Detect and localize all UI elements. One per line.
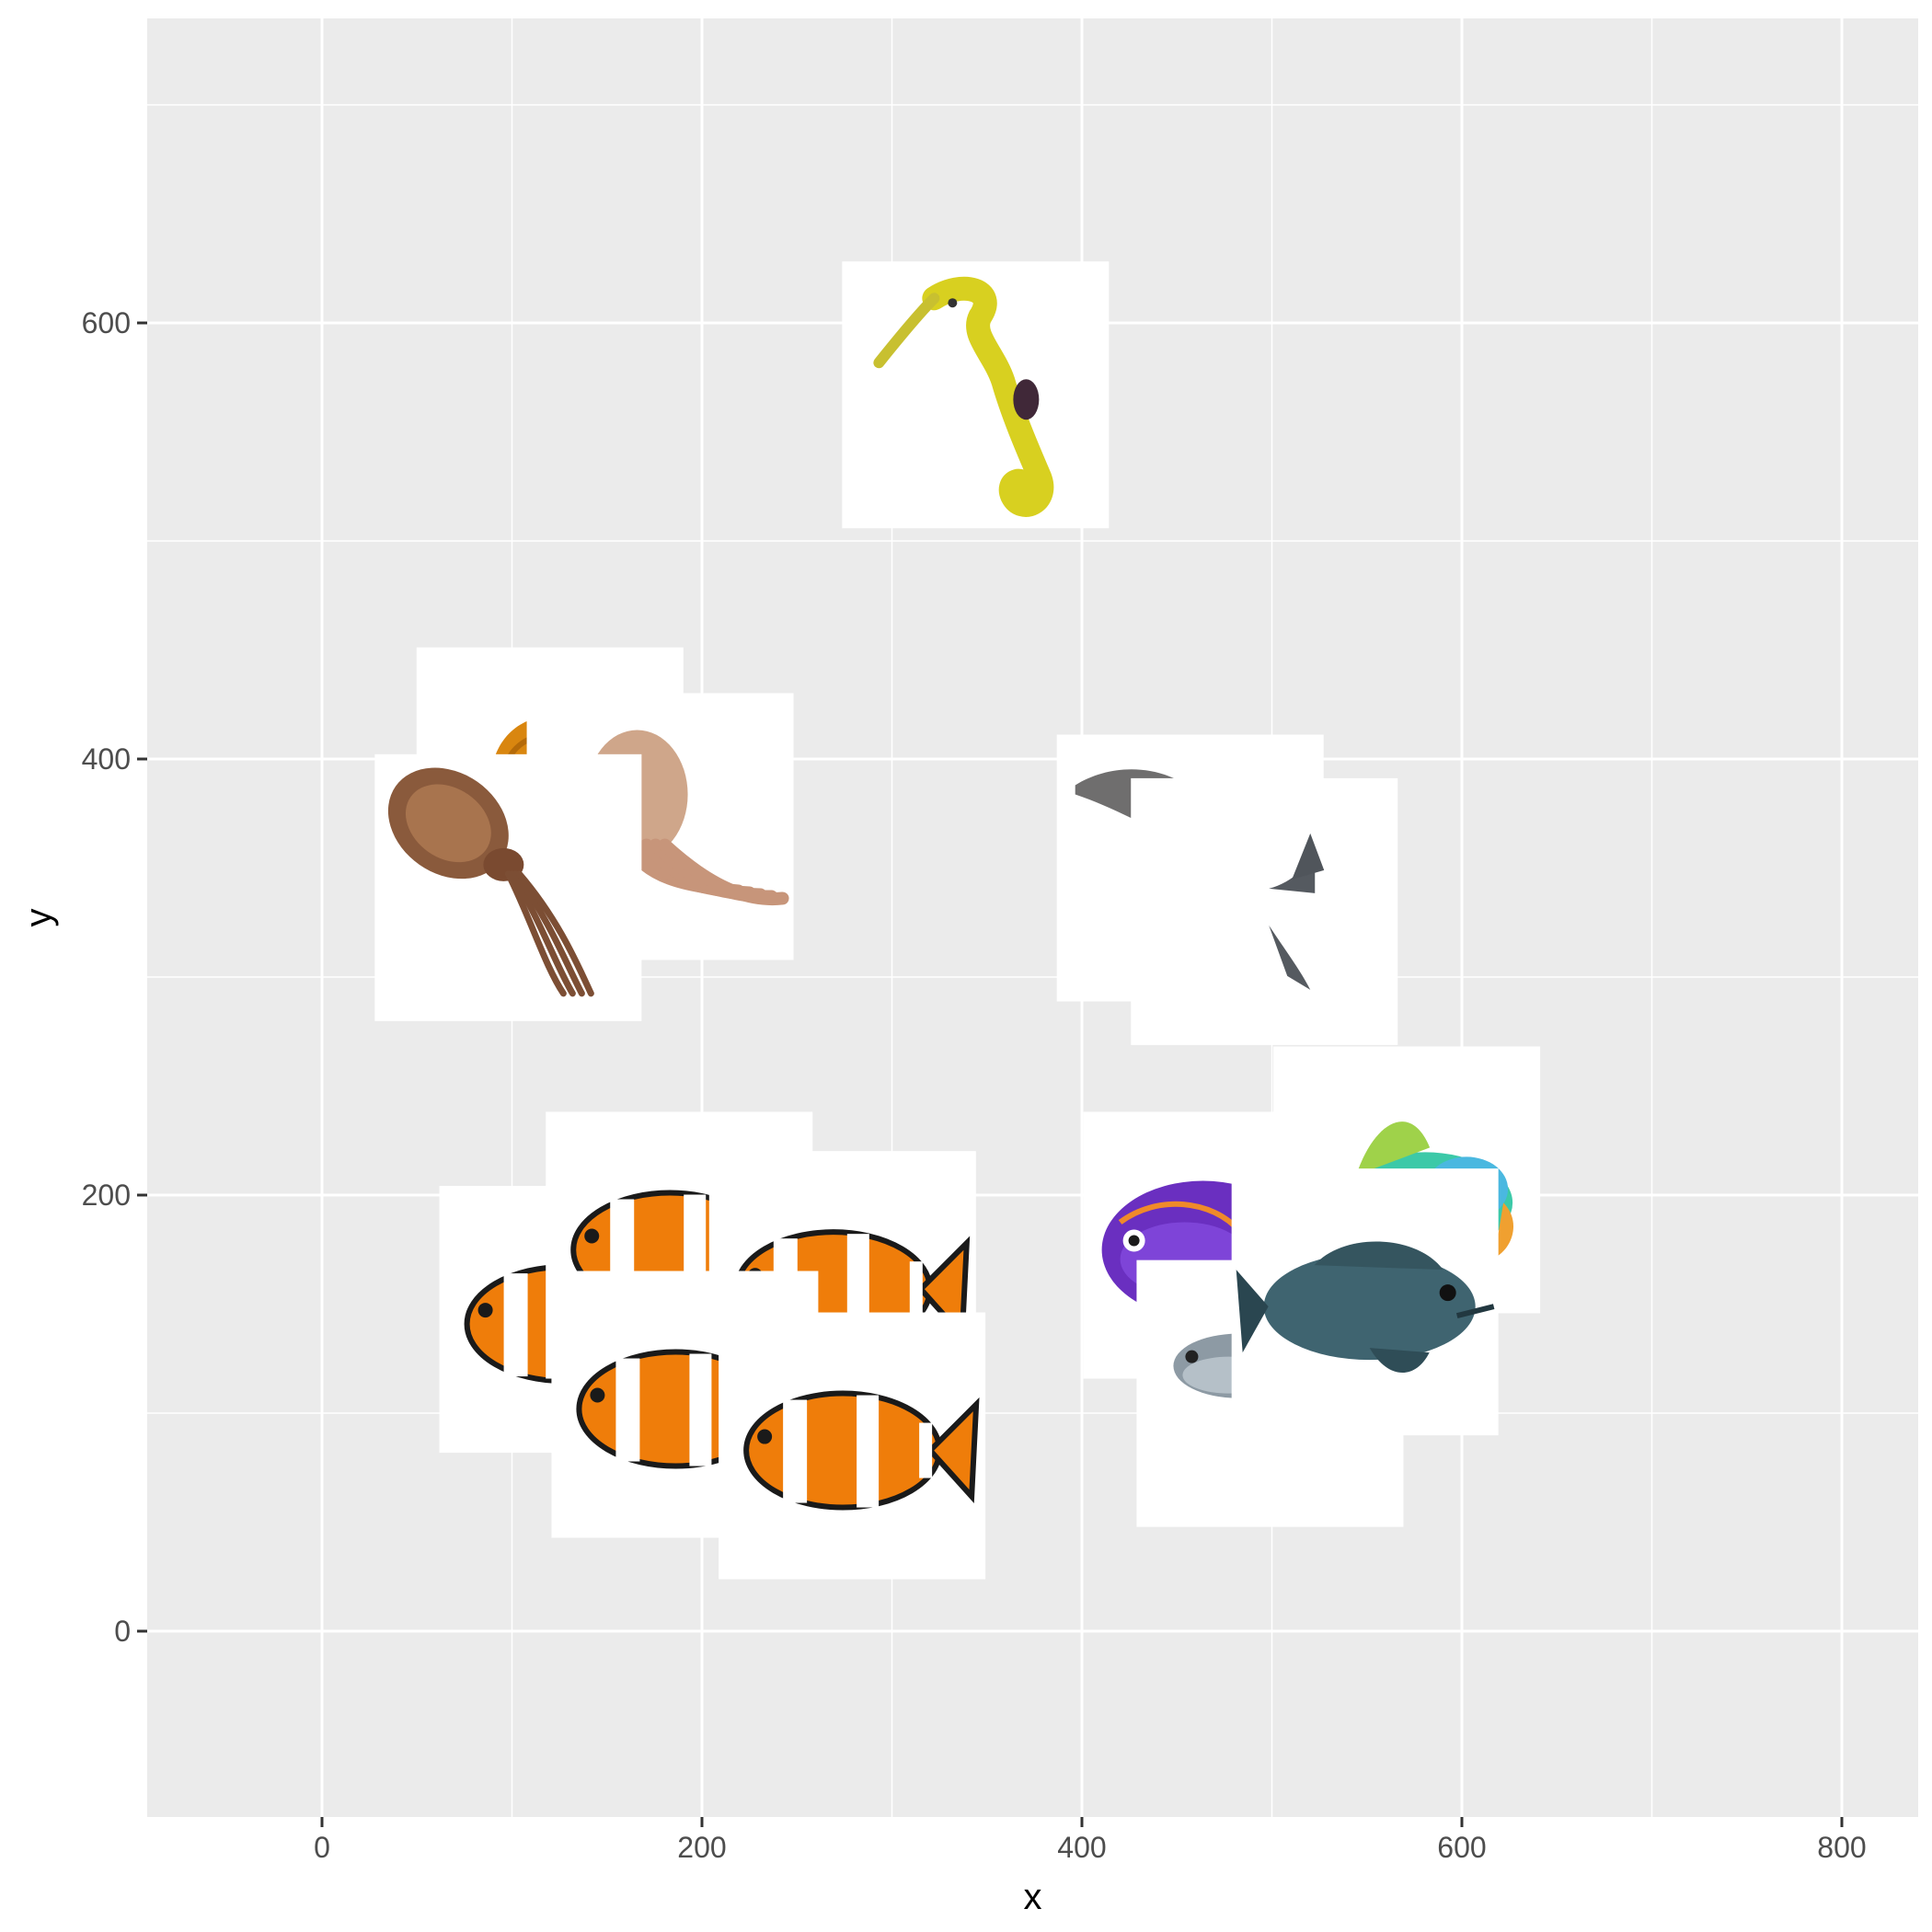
shark-icon: [1269, 833, 1325, 990]
axes: 0 200 400 600 800 0 200 400 600 x y: [18, 306, 1867, 1917]
clownfish-icon: [743, 1390, 980, 1511]
image-point: [1131, 777, 1398, 1045]
image-point: [842, 261, 1110, 529]
image-point: [526, 693, 794, 960]
image-point: [1231, 1168, 1499, 1436]
x-axis-title: x: [1024, 1877, 1042, 1917]
x-tick-label: 0: [314, 1831, 330, 1864]
y-tick-label: 200: [82, 1179, 131, 1212]
x-tick-label: 400: [1057, 1831, 1106, 1864]
y-axis-title: y: [18, 909, 59, 927]
image-point-background: [1131, 777, 1398, 1045]
grouper-icon: [1236, 1241, 1495, 1374]
seahorse-icon: [873, 276, 1054, 517]
y-tick-label: 400: [82, 742, 131, 776]
x-tick-label: 600: [1437, 1831, 1486, 1864]
image-point: [719, 1312, 986, 1580]
x-tick-label: 200: [677, 1831, 726, 1864]
x-tick-label: 800: [1817, 1831, 1866, 1864]
y-tick-label: 600: [82, 306, 131, 339]
y-tick-label: 0: [114, 1615, 131, 1648]
image-point: [374, 753, 642, 1021]
cuttlefish-icon: [387, 767, 594, 997]
image-points: [374, 261, 1541, 1580]
